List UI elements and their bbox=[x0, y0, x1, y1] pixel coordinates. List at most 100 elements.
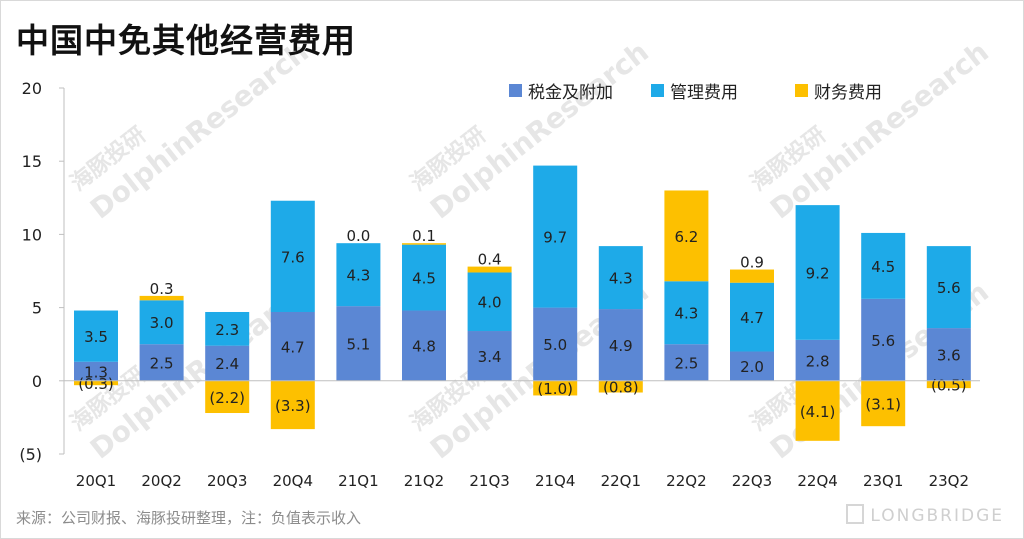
bar-segment bbox=[205, 311, 250, 346]
bar-segment bbox=[270, 200, 315, 312]
bar-segment bbox=[467, 272, 512, 332]
x-tick-label: 20Q4 bbox=[273, 472, 313, 490]
bar-segment bbox=[664, 190, 709, 282]
data-label: 5.1 bbox=[346, 335, 370, 353]
bar-segment bbox=[730, 351, 774, 381]
bar-segment bbox=[205, 345, 250, 381]
bar-segment bbox=[533, 307, 578, 381]
data-label: (1.0) bbox=[537, 380, 573, 398]
data-label: 4.0 bbox=[478, 294, 502, 312]
source-note: 来源：公司财报、海豚投研整理，注：负值表示收入 bbox=[16, 509, 362, 527]
watermark-text: DolphinResearch bbox=[764, 35, 995, 225]
x-tick-label: 20Q2 bbox=[141, 472, 181, 490]
legend-swatch bbox=[795, 84, 808, 97]
data-label: 2.8 bbox=[806, 352, 830, 370]
data-label: 6.2 bbox=[674, 228, 698, 246]
data-label: 3.6 bbox=[937, 346, 961, 364]
bar-segment bbox=[205, 380, 250, 414]
bar-segment bbox=[598, 246, 643, 310]
bar-segment bbox=[861, 380, 906, 427]
y-tick-label: 5 bbox=[32, 299, 42, 318]
x-tick-label: 21Q2 bbox=[404, 472, 444, 490]
data-label: 0.1 bbox=[412, 227, 436, 245]
plot-area: 20 15 10 5 0 (5) 1.3 3.5 (0.3) 2.5 3.0 0.3 2.4 2.3 (2.… bbox=[19, 79, 980, 490]
bar-segment bbox=[926, 246, 971, 329]
brand-text: LONGBRIDGE bbox=[870, 506, 1004, 526]
data-label: 5.0 bbox=[543, 336, 567, 354]
x-tick-label: 23Q1 bbox=[863, 472, 903, 490]
x-tick-label: 22Q4 bbox=[797, 472, 837, 490]
bar-segment bbox=[730, 269, 774, 283]
data-label: (3.1) bbox=[865, 395, 901, 413]
x-tick-label: 20Q1 bbox=[76, 472, 116, 490]
data-label: 2.0 bbox=[740, 358, 764, 376]
data-label: 4.8 bbox=[412, 338, 436, 356]
bar-segment bbox=[402, 243, 446, 245]
legend-swatch bbox=[509, 84, 522, 97]
data-label: 3.4 bbox=[478, 348, 502, 366]
chart-title: 中国中免其他经营费用 bbox=[16, 21, 356, 60]
bar-segment bbox=[270, 311, 315, 381]
bar-segment bbox=[74, 380, 118, 386]
bar-segment bbox=[533, 380, 578, 396]
data-label: (4.1) bbox=[800, 403, 836, 421]
data-label: 4.5 bbox=[412, 270, 436, 288]
bar-segment bbox=[533, 165, 578, 308]
bar-segment bbox=[74, 310, 118, 362]
x-tick-label: 23Q2 bbox=[929, 472, 969, 490]
data-label: 2.4 bbox=[215, 355, 239, 373]
brand-logo: LONGBRIDGE bbox=[846, 504, 1004, 526]
bar-segment bbox=[795, 339, 840, 381]
bar-segment bbox=[664, 344, 709, 381]
bar-segment bbox=[336, 306, 381, 381]
legend-label: 财务费用 bbox=[814, 83, 882, 103]
data-label: 5.6 bbox=[871, 332, 895, 350]
bar-segment bbox=[795, 380, 840, 441]
data-label: (0.5) bbox=[931, 376, 967, 394]
bar-segment bbox=[664, 281, 709, 345]
data-label: 2.3 bbox=[215, 321, 239, 339]
data-label: (0.8) bbox=[603, 379, 639, 397]
bar-segment bbox=[402, 310, 446, 381]
data-label: 4.9 bbox=[609, 337, 633, 355]
bar-segment bbox=[598, 380, 643, 393]
legend: 税金及附加 管理费用 财务费用 bbox=[509, 83, 882, 103]
y-tick-label: 20 bbox=[22, 79, 42, 98]
data-label: 0.4 bbox=[478, 251, 502, 269]
data-label: 4.5 bbox=[871, 258, 895, 276]
y-tick-label: 10 bbox=[22, 225, 42, 244]
bar-segment bbox=[861, 298, 906, 381]
y-tick-label: 0 bbox=[32, 372, 42, 391]
bar-segment bbox=[861, 232, 906, 299]
bar-segment bbox=[139, 300, 184, 345]
x-tick-label: 22Q2 bbox=[666, 472, 706, 490]
data-label: (0.3) bbox=[78, 375, 114, 393]
bar-segment bbox=[336, 243, 381, 307]
x-tick-label: 22Q1 bbox=[601, 472, 641, 490]
bar-segment bbox=[926, 328, 971, 381]
bar-segment bbox=[402, 244, 446, 311]
bar-segment bbox=[795, 205, 840, 340]
bar-segment bbox=[467, 266, 512, 273]
data-label: (3.3) bbox=[275, 397, 311, 415]
data-label: 4.7 bbox=[281, 338, 305, 356]
data-label: 0.3 bbox=[150, 280, 174, 298]
data-label: 1.3 bbox=[84, 363, 108, 381]
data-label: 4.3 bbox=[609, 270, 633, 288]
data-label: (2.2) bbox=[209, 389, 245, 407]
brand-icon bbox=[846, 504, 865, 524]
data-label: 9.2 bbox=[806, 264, 830, 282]
bar-segment bbox=[139, 344, 184, 381]
data-label: 9.7 bbox=[543, 229, 567, 247]
bar-segment bbox=[926, 380, 971, 389]
bar-segment bbox=[270, 380, 315, 430]
data-label: 0.9 bbox=[740, 254, 764, 272]
bar-segment bbox=[74, 361, 118, 381]
legend-label: 税金及附加 bbox=[528, 83, 613, 103]
data-label: 3.0 bbox=[150, 314, 174, 332]
watermark-text: DolphinResearch bbox=[84, 35, 315, 225]
data-label: 2.5 bbox=[674, 355, 698, 373]
bar-segment bbox=[139, 295, 184, 301]
